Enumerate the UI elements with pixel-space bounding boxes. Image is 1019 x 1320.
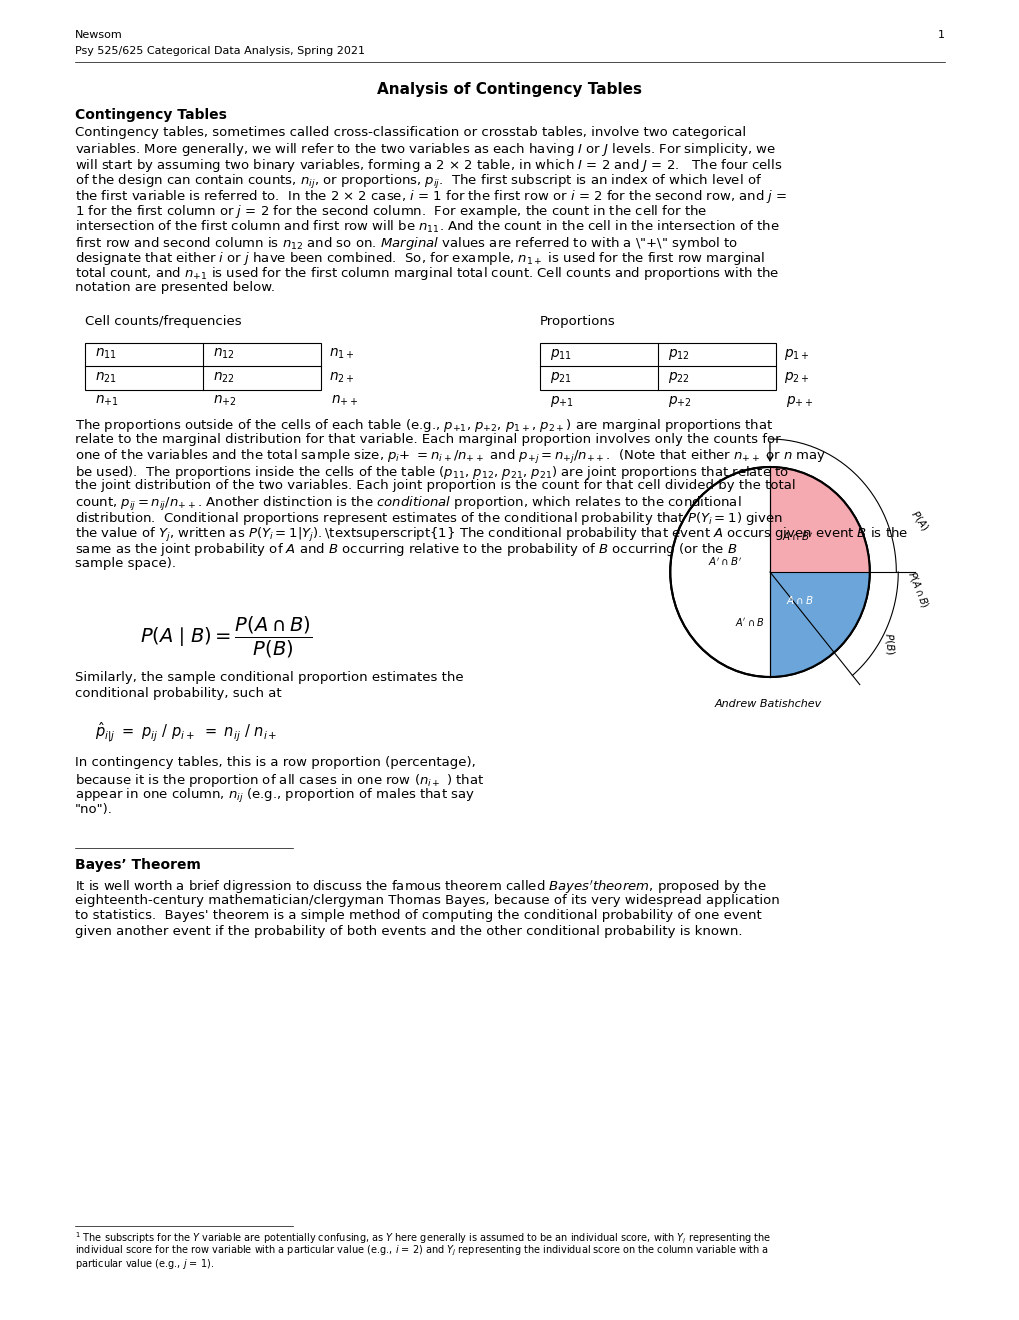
Text: given another event if the probability of both events and the other conditional : given another event if the probability o… [75, 925, 742, 939]
Text: $p_{+1}$: $p_{+1}$ [549, 393, 574, 409]
Text: $p_{+2}$: $p_{+2}$ [667, 393, 691, 409]
Text: $A' \cap B$: $A' \cap B$ [735, 616, 764, 628]
Text: be used).  The proportions inside the cells of the table ($p_{11}$, $p_{12}$, $p: be used). The proportions inside the cel… [75, 465, 789, 480]
FancyBboxPatch shape [539, 342, 775, 389]
Text: notation are presented below.: notation are presented below. [75, 281, 275, 294]
Text: $n_{21}$: $n_{21}$ [95, 371, 117, 385]
Text: It is well worth a brief digression to discuss the famous theorem called $\mathi: It is well worth a brief digression to d… [75, 879, 766, 896]
Text: $p_{11}$: $p_{11}$ [549, 347, 572, 362]
Text: $P(B)$: $P(B)$ [880, 632, 896, 656]
Text: distribution.  Conditional proportions represent estimates of the conditional pr: distribution. Conditional proportions re… [75, 511, 783, 528]
Text: $p_{++}$: $p_{++}$ [786, 393, 813, 409]
Text: of the design can contain counts, $n_{ij}$, or proportions, $p_{ij}$.  The first: of the design can contain counts, $n_{ij… [75, 173, 761, 190]
Text: $p_{1+}$: $p_{1+}$ [784, 347, 809, 362]
Polygon shape [769, 467, 869, 572]
Text: $\hat{p}_{i|j}\ =\ p_{ij}\ /\ p_{i+}\ =\ n_{ij}\ /\ n_{i+}$: $\hat{p}_{i|j}\ =\ p_{ij}\ /\ p_{i+}\ =\… [95, 721, 277, 744]
Text: the first variable is referred to.  In the 2 $\times$ 2 case, $\it{i}$ = 1 for t: the first variable is referred to. In th… [75, 187, 787, 205]
Text: Similarly, the sample conditional proportion estimates the: Similarly, the sample conditional propor… [75, 672, 464, 685]
Text: intersection of the first column and first row will be $n_{11}$. And the count i: intersection of the first column and fir… [75, 219, 779, 235]
Text: $n_{12}$: $n_{12}$ [213, 347, 234, 362]
Text: $p_{21}$: $p_{21}$ [549, 370, 572, 385]
FancyBboxPatch shape [85, 342, 321, 389]
Text: The proportions outside of the cells of each table (e.g., $p_{+1}$, $p_{+2}$, $p: The proportions outside of the cells of … [75, 417, 772, 434]
Text: conditional probability, such at: conditional probability, such at [75, 686, 281, 700]
Text: $P(A \cap B)$: $P(A \cap B)$ [904, 569, 930, 610]
Text: to statistics.  Bayes' theorem is a simple method of computing the conditional p: to statistics. Bayes' theorem is a simpl… [75, 909, 761, 923]
Text: Cell counts/frequencies: Cell counts/frequencies [85, 314, 242, 327]
Text: $n_{++}$: $n_{++}$ [331, 395, 358, 408]
Text: $A' \cap B'$: $A' \cap B'$ [707, 556, 742, 568]
Text: $A \cap B$: $A \cap B$ [786, 594, 813, 606]
Text: total count, and $n_{+1}$ is used for the first column marginal total count. Cel: total count, and $n_{+1}$ is used for th… [75, 265, 779, 282]
Text: Newsom: Newsom [75, 30, 122, 40]
Text: $p_{12}$: $p_{12}$ [667, 347, 689, 362]
Text: $n_{11}$: $n_{11}$ [95, 347, 117, 362]
Text: because it is the proportion of all cases in one row ($n_{i+}$ ) that: because it is the proportion of all case… [75, 772, 484, 789]
Text: individual score for the row variable with a particular value (e.g., $i$ = 2) an: individual score for the row variable wi… [75, 1243, 768, 1258]
Text: $p_{22}$: $p_{22}$ [667, 370, 689, 385]
Text: one of the variables and the total sample size, $p_{i}$+ $= n_{i+}/n_{++}$ and $: one of the variables and the total sampl… [75, 449, 825, 466]
Text: appear in one column, $n_{ij}$ (e.g., proportion of males that say: appear in one column, $n_{ij}$ (e.g., pr… [75, 788, 475, 805]
Text: designate that either $\it{i}$ or $\it{j}$ have been combined.  So, for example,: designate that either $\it{i}$ or $\it{j… [75, 249, 764, 267]
Text: $n_{+2}$: $n_{+2}$ [213, 395, 236, 408]
Text: will start by assuming two binary variables, forming a 2 $\times$ 2 table, in wh: will start by assuming two binary variab… [75, 157, 782, 174]
Text: Andrew Batishchev: Andrew Batishchev [714, 700, 821, 709]
Text: 1: 1 [937, 30, 944, 40]
Text: sample space).: sample space). [75, 557, 176, 570]
Text: $n_{2+}$: $n_{2+}$ [329, 371, 355, 385]
Text: eighteenth-century mathematician/clergyman Thomas Bayes, because of its very wid: eighteenth-century mathematician/clergym… [75, 894, 779, 907]
Text: $P(A \mid B) = \dfrac{P(A \cap B)}{P(B)}$: $P(A \mid B) = \dfrac{P(A \cap B)}{P(B)}… [140, 615, 312, 660]
Text: count, $p_{ij} = n_{ij}/n_{++}$. Another distinction is the $\mathit{conditional: count, $p_{ij} = n_{ij}/n_{++}$. Another… [75, 495, 741, 513]
Text: $p_{2+}$: $p_{2+}$ [784, 370, 809, 385]
Text: $P(A)$: $P(A)$ [907, 507, 930, 533]
Text: same as the joint probability of $A$ and $B$ occurring relative to the probabili: same as the joint probability of $A$ and… [75, 541, 737, 558]
Text: Psy 525/625 Categorical Data Analysis, Spring 2021: Psy 525/625 Categorical Data Analysis, S… [75, 46, 365, 55]
Text: $n_{1+}$: $n_{1+}$ [329, 347, 355, 362]
Polygon shape [769, 572, 869, 677]
Text: $n_{+1}$: $n_{+1}$ [95, 395, 118, 408]
Text: Analysis of Contingency Tables: Analysis of Contingency Tables [377, 82, 642, 96]
Text: Contingency tables, sometimes called cross-classification or crosstab tables, in: Contingency tables, sometimes called cro… [75, 125, 745, 139]
Text: 1 for the first column or $\it{j}$ = 2 for the second column.  For example, the : 1 for the first column or $\it{j}$ = 2 f… [75, 203, 707, 220]
Text: In contingency tables, this is a row proportion (percentage),: In contingency tables, this is a row pro… [75, 756, 475, 770]
Text: the joint distribution of the two variables. Each joint proportion is the count : the joint distribution of the two variab… [75, 479, 795, 492]
Text: the value of $Y_j$, written as $P(Y_i = 1|Y_j).$\textsuperscript{1} The conditio: the value of $Y_j$, written as $P(Y_i = … [75, 525, 907, 544]
Text: particular value (e.g., $j$ = 1).: particular value (e.g., $j$ = 1). [75, 1257, 214, 1271]
Text: $^1$ The subscripts for the $Y$ variable are potentially confusing, as $Y$ here : $^1$ The subscripts for the $Y$ variable… [75, 1230, 770, 1246]
Text: Contingency Tables: Contingency Tables [75, 108, 226, 121]
Text: Bayes’ Theorem: Bayes’ Theorem [75, 858, 201, 873]
Text: relate to the marginal distribution for that variable. Each marginal proportion : relate to the marginal distribution for … [75, 433, 780, 446]
Text: variables. More generally, we will refer to the two variables as each having $\i: variables. More generally, we will refer… [75, 141, 775, 158]
Text: $n_{22}$: $n_{22}$ [213, 371, 234, 385]
Text: $A \cap B'$: $A \cap B'$ [782, 531, 813, 544]
Text: Proportions: Proportions [539, 314, 615, 327]
Text: first row and second column is $n_{12}$ and so on. $\mathit{Marginal}$ values ar: first row and second column is $n_{12}$ … [75, 235, 738, 252]
Text: "no").: "no"). [75, 803, 113, 816]
